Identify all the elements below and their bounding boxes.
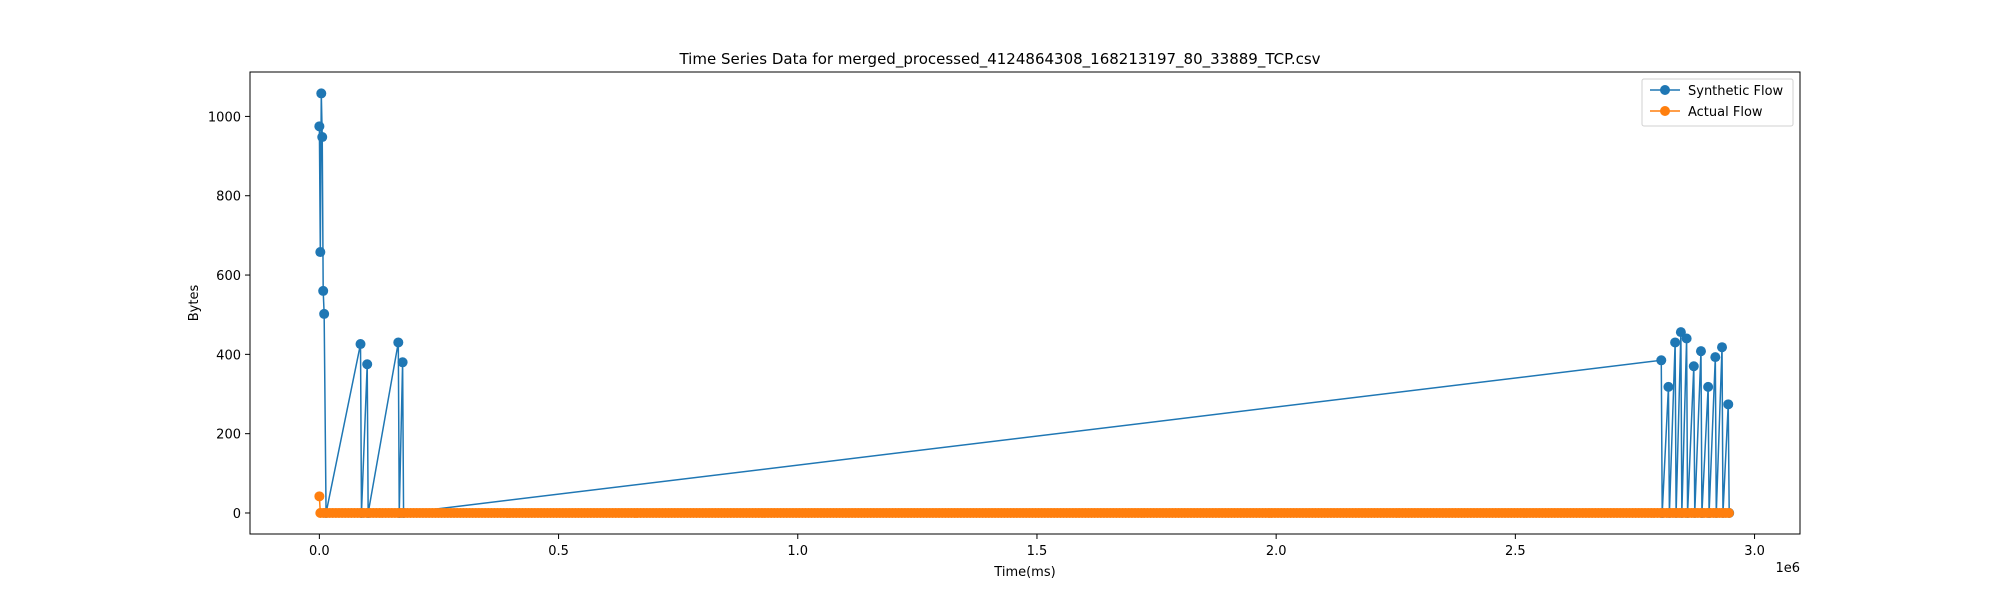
legend-marker-synthetic-flow — [1660, 85, 1670, 95]
x-tick-label: 0.5 — [548, 544, 569, 559]
data-point-synthetic-flow — [362, 359, 373, 370]
y-tick-label: 200 — [216, 428, 241, 443]
data-point-synthetic-flow — [1703, 381, 1714, 392]
x-axis: 0.0 0.5 1.0 1.5 2.0 2.5 3.0 — [309, 534, 1765, 559]
x-tick-label: 2.0 — [1266, 544, 1287, 559]
data-point-synthetic-flow — [1688, 361, 1699, 372]
plot-frame — [249, 71, 1801, 535]
data-point-synthetic-flow — [317, 132, 328, 143]
x-tick-label: 1.5 — [1027, 544, 1048, 559]
y-tick-label: 0 — [233, 507, 241, 522]
y-axis-label: Bytes — [187, 285, 202, 322]
data-point-synthetic-flow — [1723, 399, 1734, 410]
data-point-synthetic-flow — [1663, 381, 1674, 392]
x-tick-label: 0.0 — [309, 544, 330, 559]
y-tick-label: 1000 — [208, 110, 241, 125]
data-point-synthetic-flow — [393, 337, 404, 348]
data-point-synthetic-flow — [315, 247, 326, 258]
x-tick-label: 3.0 — [1744, 544, 1765, 559]
data-point-synthetic-flow — [318, 285, 329, 296]
data-point-synthetic-flow — [397, 357, 408, 368]
x-tick-label: 2.5 — [1505, 544, 1526, 559]
data-point-synthetic-flow — [316, 88, 327, 99]
data-point-synthetic-flow — [1695, 346, 1706, 357]
legend: Synthetic Flow Actual Flow — [1641, 78, 1794, 127]
data-point-synthetic-flow — [1681, 333, 1692, 344]
y-axis: 0 200 400 600 800 1000 — [208, 110, 250, 522]
data-point-synthetic-flow — [355, 339, 366, 350]
legend-label-synthetic-flow: Synthetic Flow — [1688, 84, 1784, 99]
data-point-actual-flow — [1723, 507, 1734, 518]
y-tick-label: 600 — [216, 269, 241, 284]
data-point-synthetic-flow — [1670, 337, 1681, 348]
data-point-synthetic-flow — [1656, 355, 1667, 366]
series-line-synthetic-flow — [318, 93, 1730, 514]
data-point-synthetic-flow — [314, 121, 325, 132]
legend-label-actual-flow: Actual Flow — [1688, 105, 1763, 120]
x-axis-label: Time(ms) — [993, 565, 1055, 580]
data-point-synthetic-flow — [1717, 342, 1728, 353]
chart-title: Time Series Data for merged_processed_41… — [678, 50, 1320, 69]
data-point-synthetic-flow — [319, 308, 330, 319]
x-tick-label: 1.0 — [787, 544, 808, 559]
y-tick-label: 800 — [216, 190, 241, 205]
x-axis-offset-label: 1e6 — [1775, 561, 1800, 576]
data-point-synthetic-flow — [1710, 352, 1721, 363]
data-point-synthetic-flow — [1675, 327, 1686, 338]
legend-marker-actual-flow — [1660, 106, 1670, 116]
y-tick-label: 400 — [216, 348, 241, 363]
data-point-actual-flow — [314, 491, 325, 502]
